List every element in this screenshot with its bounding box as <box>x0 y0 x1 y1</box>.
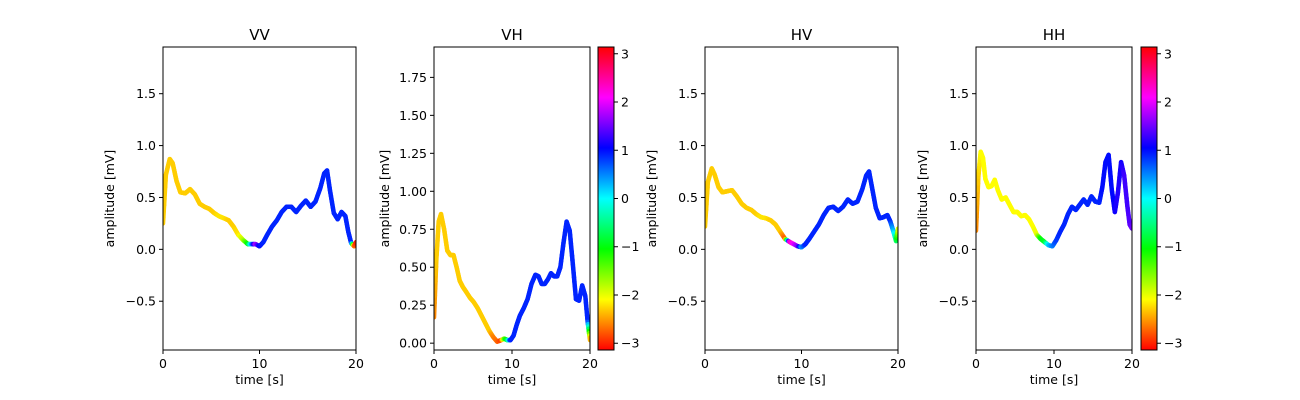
y-tick-label: −0.5 <box>126 294 156 309</box>
colorbar-gradient <box>1141 47 1157 350</box>
colorbar-tick-label: −2 <box>621 287 639 302</box>
subplot-title: VV <box>249 26 270 44</box>
y-tick-label: 0.75 <box>399 222 427 237</box>
x-tick-label: 10 <box>252 356 268 371</box>
x-axis-label: time [s] <box>777 372 825 387</box>
y-tick-label: 1.50 <box>399 108 427 123</box>
colorbar-tick-label: 0 <box>1164 191 1172 206</box>
subplot-hh: 0 10 20 −0.5 0.0 0.5 1.0 1.5 HH time [s] amplitude… <box>915 26 1140 387</box>
subplot-vv: 0 10 20 −0.5 0.0 0.5 1.0 1.5 VV time [s] amplitude… <box>102 26 364 387</box>
colorbar-tick-label: 1 <box>621 143 629 158</box>
x-tick-label: 20 <box>348 356 364 371</box>
y-tick-label: −0.5 <box>939 294 969 309</box>
y-tick-label: 0.0 <box>136 242 156 257</box>
x-tick-label: 10 <box>504 356 520 371</box>
y-tick-label: 1.75 <box>399 70 427 85</box>
y-tick-label: 0.5 <box>949 190 969 205</box>
subplot-hv: 0 10 20 −0.5 0.0 0.5 1.0 1.5 HV time [s] amplitude… <box>644 26 906 387</box>
y-axis-label: amplitude [mV] <box>377 150 392 248</box>
x-tick-label: 10 <box>794 356 810 371</box>
y-axis-label: amplitude [mV] <box>915 150 930 248</box>
colorbar-tick-label: −1 <box>621 239 639 254</box>
y-tick-label: 0.5 <box>136 190 156 205</box>
colorbar-tick-label: 3 <box>621 46 629 61</box>
subplot-vh: 0 10 20 0.00 0.25 0.50 0.75 1.00 1.25 1.50 1.75 VH t… <box>377 26 598 387</box>
y-tick-label: 1.0 <box>136 138 156 153</box>
plot-area <box>434 47 590 350</box>
colorbar-gradient <box>598 47 614 350</box>
x-tick-label: 0 <box>430 356 438 371</box>
x-tick-label: 20 <box>890 356 906 371</box>
colorbar-tick-label: −3 <box>1164 336 1182 351</box>
x-tick-label: 20 <box>1124 356 1140 371</box>
y-tick-label: 0.50 <box>399 260 427 275</box>
y-tick-label: 1.5 <box>678 86 698 101</box>
colorbar-tick-label: −1 <box>1164 239 1182 254</box>
y-axis-label: amplitude [mV] <box>102 150 117 248</box>
colorbar-tick-label: 3 <box>1164 46 1172 61</box>
data-line <box>434 211 590 344</box>
x-tick-label: 10 <box>1046 356 1062 371</box>
colorbar-tick-label: 1 <box>1164 143 1172 158</box>
y-tick-label: 0.0 <box>678 242 698 257</box>
x-tick-label: 0 <box>701 356 709 371</box>
x-axis-label: time [s] <box>488 372 536 387</box>
y-tick-label: 0.5 <box>678 190 698 205</box>
x-tick-label: 0 <box>159 356 167 371</box>
x-tick-label: 20 <box>582 356 598 371</box>
y-tick-label: 1.5 <box>949 86 969 101</box>
y-tick-label: 1.25 <box>399 146 427 161</box>
subplot-title: HH <box>1043 26 1066 44</box>
y-tick-label: 1.5 <box>136 86 156 101</box>
subplot-title: HV <box>791 26 813 44</box>
colorbar: −3 −2 −1 0 1 2 3 <box>1140 46 1182 351</box>
colorbar: −3 −2 −1 0 1 2 3 <box>597 46 639 351</box>
y-tick-label: 1.0 <box>678 138 698 153</box>
plot-area <box>163 47 356 350</box>
colorbar-tick-label: 2 <box>621 95 629 110</box>
subplot-title: VH <box>501 26 523 44</box>
x-axis-label: time [s] <box>235 372 283 387</box>
data-line <box>705 166 898 250</box>
y-tick-label: 1.0 <box>949 138 969 153</box>
y-tick-label: 0.00 <box>399 336 427 351</box>
plot-area <box>705 47 898 350</box>
colorbar-tick-label: 2 <box>1164 95 1172 110</box>
x-axis-label: time [s] <box>1030 372 1078 387</box>
colorbar-tick-label: −2 <box>1164 287 1182 302</box>
x-tick-label: 0 <box>972 356 980 371</box>
y-tick-label: 0.0 <box>949 242 969 257</box>
colorbar-tick-label: −3 <box>621 336 639 351</box>
colorbar-tick-label: 0 <box>621 191 629 206</box>
y-tick-label: 1.00 <box>399 184 427 199</box>
data-line <box>163 156 356 249</box>
y-tick-label: 0.25 <box>399 298 427 313</box>
data-line <box>976 149 1132 249</box>
y-axis-label: amplitude [mV] <box>644 150 659 248</box>
y-tick-label: −0.5 <box>668 294 698 309</box>
